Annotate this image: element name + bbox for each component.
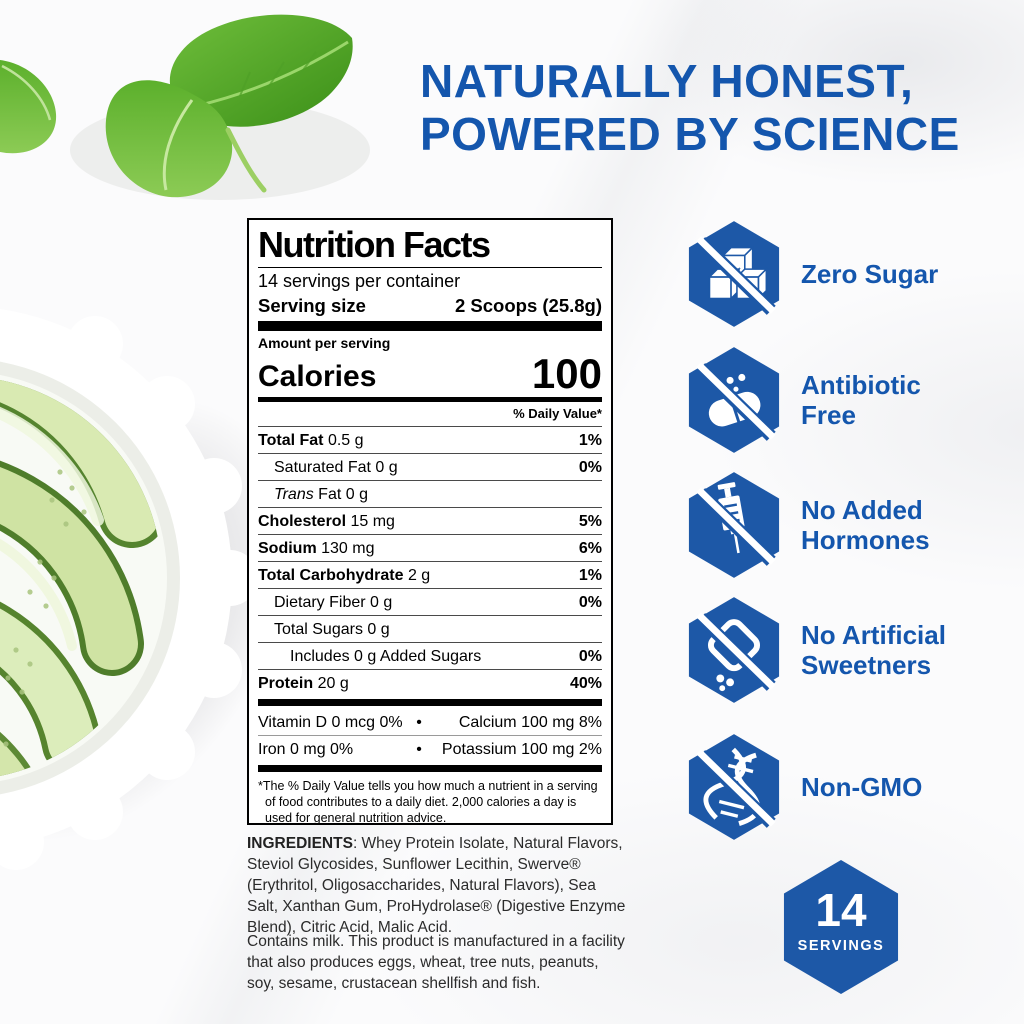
badge-label-line2: Hormones [801, 525, 930, 555]
badge-label-line1: Antibiotic [801, 370, 921, 400]
badge-no-artificial-sweeteners: No Artificial Sweetners [685, 596, 946, 704]
nutrient-row-cholesterol: Cholesterol 15 mg 5% [258, 507, 602, 534]
calories-row: Calories 100 [258, 350, 602, 397]
nutrient-row-dietary-fiber: Dietary Fiber 0 g 0% [258, 588, 602, 615]
servings-number: 14 [815, 884, 867, 936]
nutrient-row-total-fat: Total Fat 0.5 g 1% [258, 426, 602, 453]
cucumber-bowl-image [0, 309, 250, 870]
nutrient-row-total-carbohydrate: Total Carbohydrate 2 g 1% [258, 561, 602, 588]
ingredients-label: INGREDIENTS [247, 835, 353, 852]
badge-label-line2: Sweetners [801, 650, 932, 680]
no-added-hormones-icon [688, 472, 780, 578]
nutrient-row-added-sugars: Includes 0 g Added Sugars 0% [258, 642, 602, 669]
thick-divider [258, 765, 602, 772]
non-gmo-icon [688, 734, 780, 840]
servings-badge: 14 SERVINGS [779, 858, 903, 996]
calories-value: 100 [531, 350, 602, 397]
badge-label-line1: No Added [801, 495, 923, 525]
nutrient-row-saturated-fat: Saturated Fat 0 g 0% [258, 453, 602, 480]
thick-divider [258, 699, 602, 706]
servings-word: SERVINGS [797, 938, 885, 954]
no-artificial-sweeteners-icon [688, 597, 780, 703]
badge-no-added-hormones: No Added Hormones [685, 471, 930, 579]
nutrition-facts-title: Nutrition Facts [258, 224, 491, 265]
badge-label-line2: Free [801, 400, 856, 430]
zero-sugar-icon [688, 221, 780, 327]
calories-label: Calories [258, 360, 377, 393]
headline: NATURALLY HONEST, POWERED BY SCIENCE [420, 55, 1000, 161]
badge-label-line1: No Artificial [801, 620, 946, 650]
badge-antibiotic-free: Antibiotic Free [685, 346, 921, 454]
micronutrient-row-2: Iron 0 mg 0% • Potassium 100 mg 2% [258, 735, 602, 762]
serving-size-row: Serving size 2 Scoops (25.8g) [258, 293, 602, 318]
badge-label-line1: Non-GMO [801, 772, 923, 802]
thick-divider [258, 321, 602, 331]
amount-per-serving: Amount per serving [258, 335, 391, 351]
headline-line1: NATURALLY HONEST, [420, 55, 914, 107]
bullet: • [416, 714, 422, 731]
basil-leaves-image [0, 14, 370, 200]
serving-size-value: 2 Scoops (25.8g) [454, 295, 602, 316]
micronutrient-row-1: Vitamin D 0 mcg 0% • Calcium 100 mg 8% [258, 714, 602, 731]
servings-hexagon [783, 860, 899, 994]
medium-divider [258, 397, 602, 402]
headline-line2: POWERED BY SCIENCE [420, 108, 960, 160]
nutrient-row-trans-fat: Trans Fat 0 g [258, 480, 602, 507]
nutrient-row-total-sugars: Total Sugars 0 g [258, 615, 602, 642]
badge-non-gmo: Non-GMO [685, 733, 922, 841]
allergen-paragraph: Contains milk. This product is manufactu… [247, 933, 625, 992]
servings-per-container: 14 servings per container [258, 271, 461, 291]
serving-size-label: Serving size [258, 295, 366, 316]
divider [258, 267, 602, 268]
antibiotic-free-icon [688, 347, 780, 453]
bullet: • [416, 741, 422, 758]
daily-value-header: % Daily Value* [513, 406, 602, 421]
nutrient-row-sodium: Sodium 130 mg 6% [258, 534, 602, 561]
daily-value-footnote: *The % Daily Value tells you how much a … [258, 779, 598, 825]
nutrient-row-protein: Protein 20 g 40% [258, 669, 602, 696]
nutrition-facts-panel: Nutrition Facts 14 servings per containe… [247, 218, 613, 825]
ingredients-paragraph: INGREDIENTS: Whey Protein Isolate, Natur… [247, 835, 626, 936]
badge-label-line1: Zero Sugar [801, 259, 939, 289]
badge-zero-sugar: Zero Sugar [685, 220, 938, 328]
